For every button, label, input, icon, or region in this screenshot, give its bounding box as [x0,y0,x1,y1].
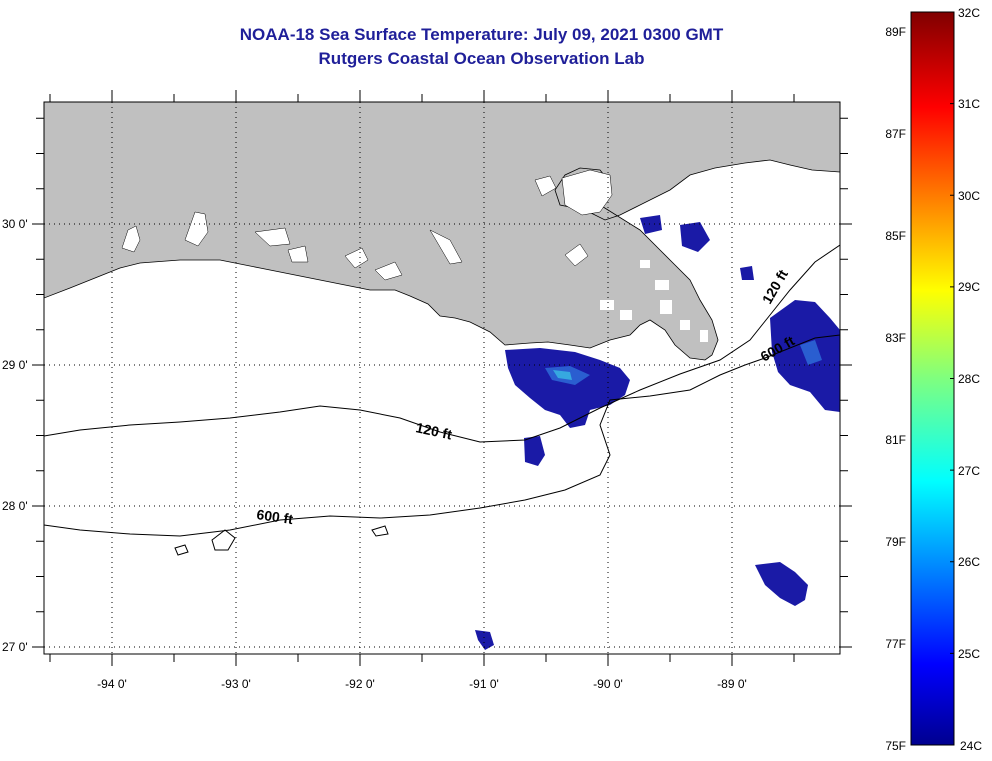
contour-label: 120 ft [414,419,453,442]
celsius-label: 28C [958,372,980,386]
fahrenheit-label: 77F [885,637,906,651]
celsius-label: 32C [958,6,980,20]
celsius-label: 27C [958,464,980,478]
lat-label: 30 0' [2,217,28,231]
lat-label: 28 0' [2,499,28,513]
fahrenheit-label: 83F [885,331,906,345]
fahrenheit-label: 87F [885,127,906,141]
colorbar [910,11,955,746]
depth-contours [44,244,840,556]
lon-label: -93 0' [221,677,251,691]
lon-label: -89 0' [717,677,747,691]
fahrenheit-label: 85F [885,229,906,243]
celsius-label: 29C [958,280,980,294]
lon-label: -92 0' [345,677,375,691]
lat-label: 29 0' [2,358,28,372]
fahrenheit-label: 89F [885,25,906,39]
celsius-label: 30C [958,189,980,203]
lat-label: 27 0' [2,640,28,654]
inland-lakes [121,169,613,281]
graticule [44,102,840,654]
map-title: NOAA-18 Sea Surface Temperature: July 09… [239,25,724,44]
axis-ticks [32,90,852,666]
contour-label: 600 ft [256,506,295,527]
fahrenheit-label: 81F [885,433,906,447]
celsius-label: 26C [958,555,980,569]
map-subtitle: Rutgers Coastal Ocean Observation Lab [318,49,645,68]
fahrenheit-label: 75F [885,739,906,753]
coastal-marsh [600,260,745,342]
lon-label: -91 0' [469,677,499,691]
colorbar-ticks [950,11,954,746]
lon-label: -94 0' [97,677,127,691]
celsius-label: 25C [958,647,980,661]
land [44,102,840,361]
lon-label: -90 0' [593,677,623,691]
fahrenheit-label: 79F [885,535,906,549]
map-frame [43,101,841,655]
celsius-label: 31C [958,97,980,111]
sst-patches [475,215,840,650]
celsius-label: 24C [960,739,982,753]
